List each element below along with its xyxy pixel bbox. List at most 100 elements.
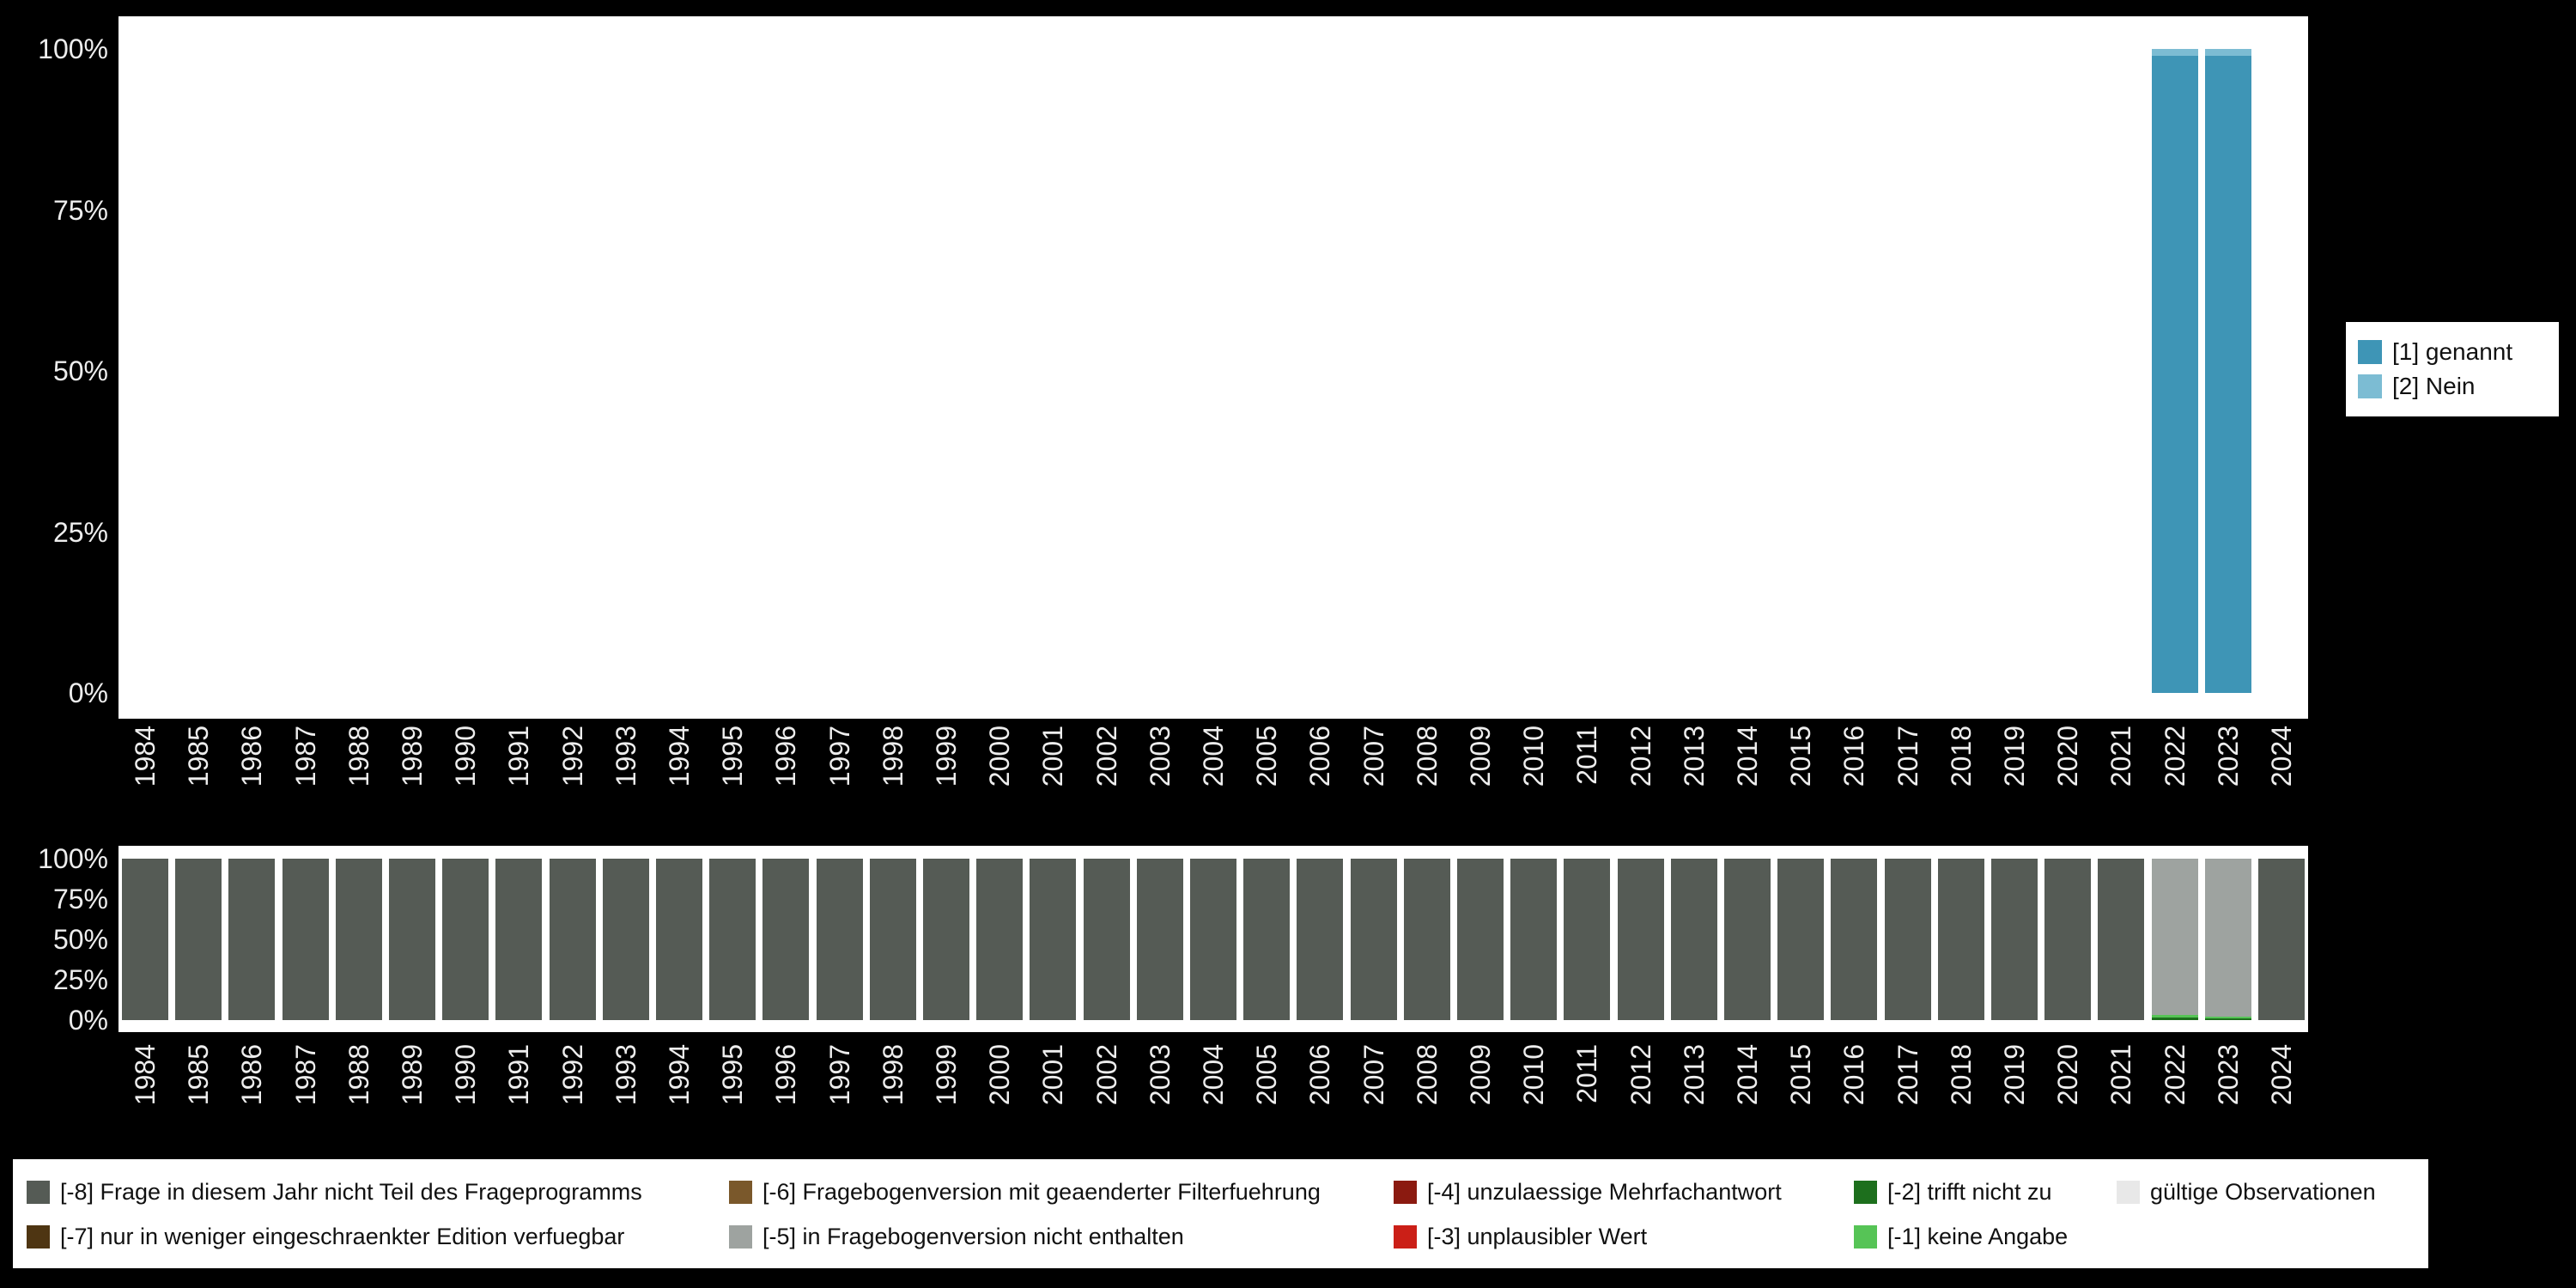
legend-swatch	[1854, 1224, 1877, 1249]
bar-segment	[869, 859, 916, 1020]
x-tick-label: 2015	[1785, 1044, 1817, 1106]
legend-label: [2] Nein	[2392, 373, 2476, 399]
x-tick-label: 2004	[1198, 1044, 1229, 1106]
bar-segment	[1030, 859, 1077, 1020]
x-tick-label: 1995	[717, 726, 749, 787]
x-tick-label: 1988	[343, 726, 374, 787]
x-tick-label: 2006	[1304, 1044, 1336, 1106]
top-chart-plot-area	[118, 16, 2308, 719]
bar-segment	[2151, 1018, 2198, 1020]
y-tick-label: 75%	[52, 884, 108, 914]
bar-segment	[1617, 859, 1664, 1020]
legend-item: [1] genannt	[2358, 338, 2547, 366]
missing-codes-legend: [-8] Frage in diesem Jahr nicht Teil des…	[13, 1159, 2428, 1268]
x-tick-label: 2009	[1464, 726, 1496, 787]
x-tick-label: 2002	[1091, 1044, 1122, 1106]
x-tick-label: 1994	[664, 1044, 696, 1106]
x-tick-label: 1998	[877, 1044, 908, 1106]
x-tick-label: 1999	[931, 726, 963, 787]
x-tick-label: 2005	[1251, 726, 1283, 787]
bar-segment	[442, 859, 489, 1020]
x-tick-label: 2000	[984, 1044, 1016, 1106]
x-tick-label: 2011	[1571, 1044, 1603, 1103]
x-tick-label: 2013	[1678, 726, 1710, 787]
legend-label: [-1] keine Angabe	[1887, 1223, 2069, 1249]
x-tick-label: 2005	[1251, 1044, 1283, 1106]
x-tick-label: 2019	[1998, 1044, 2030, 1106]
x-tick-label: 2009	[1464, 1044, 1496, 1106]
bar-segment	[228, 859, 276, 1020]
x-tick-label: 2024	[2265, 1044, 2297, 1106]
legend-swatch	[729, 1224, 752, 1249]
legend-label: [-5] in Fragebogenversion nicht enthalte…	[762, 1223, 1184, 1249]
x-tick-label: 2017	[1892, 1044, 1923, 1106]
y-tick-label: 0%	[68, 677, 108, 708]
bar-segment	[602, 859, 649, 1020]
bar-segment	[335, 859, 382, 1020]
y-tick-label: 100%	[38, 33, 108, 64]
x-tick-label: 1998	[877, 726, 908, 787]
x-tick-label: 1999	[931, 1044, 963, 1106]
x-tick-label: 1987	[289, 726, 321, 787]
x-tick-label: 1987	[289, 1044, 321, 1106]
bar-segment	[816, 859, 863, 1020]
legend-label: gültige Observationen	[2150, 1178, 2376, 1205]
x-tick-label: 1988	[343, 1044, 374, 1106]
x-tick-label: 2003	[1144, 726, 1176, 787]
x-tick-label: 1996	[770, 726, 802, 787]
missing-legend-item: [-4] unzulaessige Mehrfachantwort	[1394, 1176, 1782, 1207]
y-tick-label: 25%	[52, 516, 108, 548]
bar-segment	[1777, 859, 1825, 1020]
x-tick-label: 2014	[1731, 1044, 1763, 1106]
bar-segment	[2204, 1018, 2251, 1020]
legend-label: [-8] Frage in diesem Jahr nicht Teil des…	[60, 1178, 642, 1205]
x-tick-label: 2022	[2159, 726, 2190, 787]
legend-label: [-7] nur in weniger eingeschraenkter Edi…	[60, 1223, 625, 1249]
bar-segment	[1831, 859, 1878, 1020]
x-tick-label: 1984	[130, 726, 161, 787]
x-tick-label: 2021	[2105, 726, 2137, 787]
bar-segment	[976, 859, 1024, 1020]
x-tick-label: 1985	[183, 1044, 215, 1106]
bar-segment	[2204, 55, 2251, 693]
x-tick-label: 1990	[450, 1044, 482, 1106]
x-tick-label: 2021	[2105, 1044, 2137, 1106]
legend-swatch-genannt	[2358, 340, 2382, 364]
missing-legend-item: [-5] in Fragebogenversion nicht enthalte…	[729, 1221, 1184, 1252]
bar-segment	[2098, 859, 2145, 1020]
bar-segment	[762, 859, 810, 1020]
bar-segment	[1510, 859, 1558, 1020]
x-tick-label: 2012	[1625, 1044, 1656, 1106]
x-tick-label: 2008	[1411, 1044, 1443, 1106]
x-tick-label: 1985	[183, 726, 215, 787]
legend-label: [-2] trifft nicht zu	[1887, 1178, 2052, 1205]
x-tick-label: 1986	[236, 1044, 268, 1106]
x-tick-label: 2012	[1625, 726, 1656, 787]
legend-swatch	[1394, 1224, 1417, 1249]
bar-segment	[1884, 859, 1931, 1020]
x-tick-label: 1986	[236, 726, 268, 787]
bar-segment	[1083, 859, 1130, 1020]
bar-segment	[1190, 859, 1236, 1020]
x-tick-label: 1992	[556, 726, 588, 787]
bar-segment	[2257, 859, 2305, 1020]
bar-segment	[2151, 55, 2198, 693]
x-tick-label: 2017	[1892, 726, 1923, 787]
x-tick-label: 2001	[1037, 726, 1069, 787]
missing-legend-item: gültige Observationen	[2117, 1176, 2376, 1207]
bar-segment	[1456, 859, 1504, 1020]
legend-item: [2] Nein	[2358, 373, 2547, 400]
bar-segment	[1670, 859, 1717, 1020]
x-tick-label: 2023	[2212, 726, 2244, 787]
bar-segment	[1937, 859, 1984, 1020]
bar-segment	[656, 859, 703, 1020]
x-tick-label: 2002	[1091, 726, 1122, 787]
x-tick-label: 2007	[1358, 1044, 1389, 1106]
bar-segment	[175, 859, 222, 1020]
bar-segment	[282, 859, 329, 1020]
x-tick-label: 2010	[1518, 726, 1550, 787]
legend-label: [-4] unzulaessige Mehrfachantwort	[1427, 1178, 1782, 1205]
x-tick-label: 2001	[1037, 1044, 1069, 1106]
y-tick-label: 50%	[52, 924, 108, 955]
